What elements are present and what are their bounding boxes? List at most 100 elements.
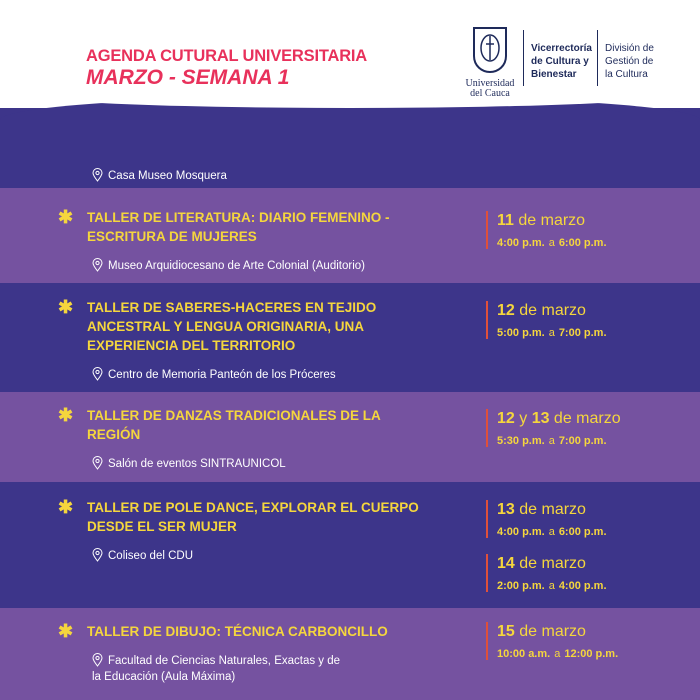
location-pin-icon bbox=[92, 168, 103, 182]
location-pin-icon bbox=[92, 456, 103, 470]
time-range: 4:00 p.m. a 6:00 p.m. bbox=[497, 526, 607, 538]
month-label: de marzo bbox=[514, 501, 586, 518]
divider bbox=[523, 30, 524, 86]
header: AGENDA CUTURAL UNIVERSITARIA MARZO - SEM… bbox=[0, 0, 700, 108]
event-row: ✱ TALLER DE DANZAS TRADICIONALES DE LA R… bbox=[0, 392, 700, 482]
month-label: de marzo bbox=[513, 212, 586, 229]
header-subtitle: MARZO - SEMANA 1 bbox=[86, 66, 290, 89]
location-text: Casa Museo Mosquera bbox=[108, 170, 227, 182]
header-title: AGENDA CUTURAL UNIVERSITARIA bbox=[86, 47, 368, 65]
event-row: ✱ TALLER DE POLE DANCE, EXPLORAR EL CUER… bbox=[0, 482, 700, 608]
time-connector: a bbox=[548, 435, 555, 447]
asterisk-icon: ✱ bbox=[58, 207, 74, 227]
time-start: 2:00 p.m. bbox=[497, 580, 545, 592]
month-label: de marzo bbox=[514, 623, 586, 640]
day-number: 12 bbox=[497, 302, 515, 319]
university-logo: Universidad del Cauca bbox=[464, 24, 516, 99]
event-row: ✱ TALLER DE DIBUJO: TÉCNICA CARBONCILLO … bbox=[0, 608, 700, 700]
date-label: 12 y 13 de marzo bbox=[497, 409, 621, 429]
day-number: 14 bbox=[497, 555, 515, 572]
time-end: 6:00 p.m. bbox=[558, 526, 607, 538]
divider bbox=[597, 30, 598, 86]
university-crest-icon bbox=[473, 27, 507, 74]
time-range: 2:00 p.m. a 4:00 p.m. bbox=[497, 580, 607, 592]
event-title: TALLER DE LITERATURA: DIARIO FEMENINO - … bbox=[87, 210, 390, 244]
date-label: 12 de marzo bbox=[497, 301, 607, 321]
event-title: TALLER DE SABERES-HACERES EN TEJIDO ANCE… bbox=[87, 300, 377, 353]
event-date: 13 de marzo 4:00 p.m. a 6:00 p.m. bbox=[486, 500, 607, 538]
date-joiner: y bbox=[514, 410, 532, 427]
asterisk-icon: ✱ bbox=[58, 621, 74, 641]
event-date: 12 y 13 de marzo 5:30 p.m. a 7:00 p.m. bbox=[486, 409, 621, 447]
event-date: 12 de marzo 5:00 p.m. a 7:00 p.m. bbox=[486, 301, 607, 339]
time-connector: a bbox=[554, 648, 561, 660]
time-start: 5:30 p.m. bbox=[497, 435, 545, 447]
location-pin-icon bbox=[92, 653, 103, 667]
event-date: 11 de marzo 4:00 p.m. a 6:00 p.m. bbox=[486, 211, 607, 249]
division-line: División de bbox=[605, 43, 654, 54]
event-row: ✱ TALLER DE SABERES-HACERES EN TEJIDO AN… bbox=[0, 283, 700, 392]
vicerrectoria-label: Vicerrectoría de Cultura y Bienestar bbox=[531, 42, 592, 81]
vice-line: Vicerrectoría bbox=[531, 43, 592, 54]
event-location: Facultad de Ciencias Naturales, Exactas … bbox=[92, 653, 352, 685]
vice-line: de Cultura y bbox=[531, 56, 589, 67]
month-label: de marzo bbox=[549, 410, 621, 427]
time-end: 4:00 p.m. bbox=[558, 580, 607, 592]
time-end: 7:00 p.m. bbox=[558, 327, 607, 339]
event-location: Casa Museo Mosquera bbox=[92, 168, 227, 184]
event-title: TALLER DE DIBUJO: TÉCNICA CARBONCILLO bbox=[87, 624, 388, 639]
event-date: 15 de marzo 10:00 a.m. a 12:00 p.m. bbox=[486, 622, 618, 660]
time-connector: a bbox=[548, 327, 555, 339]
time-start: 5:00 p.m. bbox=[497, 327, 545, 339]
date-label: 14 de marzo bbox=[497, 554, 607, 574]
time-connector: a bbox=[548, 526, 555, 538]
date-label: 15 de marzo bbox=[497, 622, 618, 642]
logo-text-2: del Cauca bbox=[470, 88, 510, 99]
time-connector: a bbox=[548, 580, 555, 592]
time-range: 5:00 p.m. a 7:00 p.m. bbox=[497, 327, 607, 339]
time-start: 10:00 a.m. bbox=[497, 648, 551, 660]
day-number: 11 bbox=[497, 212, 514, 229]
vice-line: Bienestar bbox=[531, 69, 577, 80]
time-end: 7:00 p.m. bbox=[558, 435, 607, 447]
location-pin-icon bbox=[92, 367, 103, 381]
asterisk-icon: ✱ bbox=[58, 497, 74, 517]
division-line: la Cultura bbox=[605, 69, 648, 80]
month-label: de marzo bbox=[514, 555, 586, 572]
time-end: 12:00 p.m. bbox=[564, 648, 619, 660]
event-row: ✱ TALLER DE LITERATURA: DIARIO FEMENINO … bbox=[0, 188, 700, 283]
asterisk-icon: ✱ bbox=[58, 297, 74, 317]
division-label: División de Gestión de la Cultura bbox=[605, 42, 654, 81]
day-number: 13 bbox=[531, 410, 550, 427]
time-end: 6:00 p.m. bbox=[558, 237, 607, 249]
location-text: Facultad de Ciencias Naturales, Exactas … bbox=[92, 655, 341, 683]
location-pin-icon bbox=[92, 548, 103, 562]
day-number: 12 bbox=[497, 410, 515, 427]
time-range: 4:00 p.m. a 6:00 p.m. bbox=[497, 237, 607, 249]
time-range: 5:30 p.m. a 7:00 p.m. bbox=[497, 435, 621, 447]
event-title: TALLER DE POLE DANCE, EXPLORAR EL CUERPO… bbox=[87, 500, 419, 534]
location-pin-icon bbox=[92, 258, 103, 272]
date-label: 11 de marzo bbox=[497, 211, 607, 231]
location-text: Salón de eventos SINTRAUNICOL bbox=[108, 458, 286, 470]
event-location: Coliseo del CDU bbox=[92, 548, 193, 564]
event-location: Centro de Memoria Panteón de los Prócere… bbox=[92, 367, 336, 383]
day-number: 15 bbox=[497, 623, 515, 640]
time-start: 4:00 p.m. bbox=[497, 237, 545, 249]
time-range: 10:00 a.m. a 12:00 p.m. bbox=[497, 648, 618, 660]
date-label: 13 de marzo bbox=[497, 500, 607, 520]
event-title: TALLER DE DANZAS TRADICIONALES DE LA REG… bbox=[87, 408, 381, 442]
time-connector: a bbox=[548, 237, 555, 249]
asterisk-icon: ✱ bbox=[58, 405, 74, 425]
location-text: Coliseo del CDU bbox=[108, 550, 194, 562]
month-label: de marzo bbox=[514, 302, 586, 319]
event-location: Museo Arquidiocesano de Arte Colonial (A… bbox=[92, 258, 365, 274]
time-start: 4:00 p.m. bbox=[497, 526, 545, 538]
division-line: Gestión de bbox=[605, 56, 654, 67]
logo-text-1: Universidad bbox=[465, 78, 515, 89]
event-date: 14 de marzo 2:00 p.m. a 4:00 p.m. bbox=[486, 554, 607, 592]
location-text: Museo Arquidiocesano de Arte Colonial (A… bbox=[108, 260, 365, 272]
event-location: Salón de eventos SINTRAUNICOL bbox=[92, 456, 286, 472]
location-text: Centro de Memoria Panteón de los Prócere… bbox=[108, 369, 336, 381]
day-number: 13 bbox=[497, 501, 515, 518]
